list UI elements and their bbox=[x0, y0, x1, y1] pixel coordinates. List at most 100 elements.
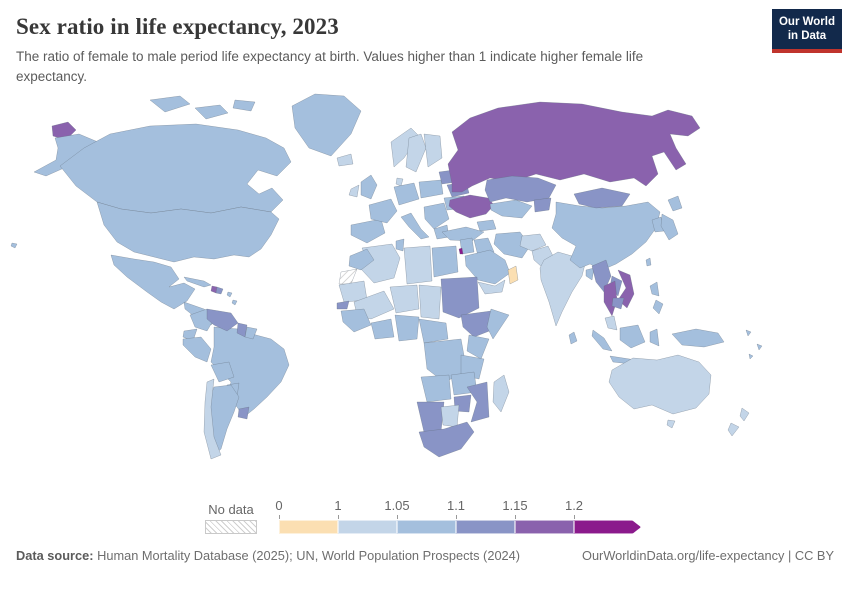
region-somalia[interactable] bbox=[486, 308, 510, 340]
legend-swatch-1.15-1.2[interactable] bbox=[515, 520, 574, 535]
region-sweden[interactable] bbox=[405, 133, 427, 173]
region-senegal[interactable] bbox=[336, 300, 350, 310]
region-finland[interactable] bbox=[423, 133, 443, 168]
no-data-swatch[interactable] bbox=[205, 520, 257, 535]
region-japan[interactable] bbox=[667, 195, 683, 212]
region-philippines[interactable] bbox=[652, 299, 664, 315]
region-turkey[interactable] bbox=[441, 226, 485, 242]
region-niger[interactable] bbox=[389, 284, 420, 314]
region-uk[interactable] bbox=[360, 174, 378, 200]
region-morocco[interactable] bbox=[348, 248, 375, 271]
region-namibia[interactable] bbox=[416, 401, 445, 433]
legend-swatch-1.05-1.1[interactable] bbox=[397, 520, 456, 535]
region-new-zealand[interactable] bbox=[727, 422, 740, 437]
region-ghana-benin[interactable] bbox=[370, 318, 395, 340]
region-western-sahara[interactable] bbox=[338, 268, 358, 285]
region-central-asia[interactable] bbox=[489, 199, 533, 219]
region-afghanistan[interactable] bbox=[519, 233, 547, 252]
region-cuba[interactable] bbox=[183, 276, 212, 288]
region-new-guinea[interactable] bbox=[671, 328, 725, 348]
region-arctic-islands[interactable] bbox=[194, 104, 229, 120]
region-uruguay[interactable] bbox=[237, 406, 250, 420]
region-cambodia[interactable] bbox=[611, 297, 625, 310]
region-iceland[interactable] bbox=[336, 153, 354, 167]
region-ukraine[interactable] bbox=[448, 194, 495, 219]
region-chad[interactable] bbox=[418, 284, 442, 320]
region-libya[interactable] bbox=[403, 245, 433, 285]
region-ireland[interactable] bbox=[348, 184, 360, 198]
legend-swatch-0-1[interactable] bbox=[279, 520, 338, 535]
region-mongolia[interactable] bbox=[573, 187, 631, 209]
region-taiwan[interactable] bbox=[645, 257, 652, 267]
region-saudi-arabia[interactable] bbox=[464, 249, 511, 285]
region-china[interactable] bbox=[551, 201, 661, 271]
region-usa[interactable] bbox=[96, 201, 280, 263]
region-france[interactable] bbox=[368, 198, 398, 224]
region-new-zealand[interactable] bbox=[739, 407, 750, 422]
region-indonesia[interactable] bbox=[591, 329, 613, 352]
region-tasmania[interactable] bbox=[666, 419, 676, 429]
region-sudan[interactable] bbox=[440, 276, 480, 319]
region-peru[interactable] bbox=[182, 336, 212, 363]
region-hawaii[interactable] bbox=[10, 242, 18, 249]
region-tunisia[interactable] bbox=[395, 238, 405, 252]
region-bolivia[interactable] bbox=[210, 361, 235, 383]
region-myanmar[interactable] bbox=[591, 259, 612, 293]
region-mozambique[interactable] bbox=[466, 381, 490, 423]
region-ethiopia[interactable] bbox=[460, 310, 498, 338]
region-thailand[interactable] bbox=[603, 280, 618, 317]
region-iran[interactable] bbox=[493, 231, 531, 259]
region-oman[interactable] bbox=[507, 265, 519, 285]
region-venezuela[interactable] bbox=[206, 308, 239, 332]
region-caucasus[interactable] bbox=[476, 219, 497, 232]
legend-swatch-1.2-plus[interactable] bbox=[574, 520, 641, 534]
region-japan[interactable] bbox=[660, 213, 679, 241]
owid-logo[interactable]: Our World in Data bbox=[771, 9, 842, 53]
region-cameroon-car[interactable] bbox=[418, 318, 449, 344]
region-arctic-islands[interactable] bbox=[232, 99, 256, 112]
region-arctic-islands[interactable] bbox=[149, 95, 191, 113]
region-pacific-islands[interactable] bbox=[756, 343, 763, 351]
region-india[interactable] bbox=[539, 251, 587, 327]
region-kazakhstan[interactable] bbox=[484, 175, 557, 203]
region-nigeria[interactable] bbox=[394, 314, 420, 342]
owid-link[interactable]: OurWorldinData.org/life-expectancy | CC … bbox=[581, 548, 834, 564]
region-italy[interactable] bbox=[400, 212, 430, 240]
legend-swatch-1.1-1.15[interactable] bbox=[456, 520, 515, 535]
region-australia[interactable] bbox=[608, 354, 712, 415]
region-antilles[interactable] bbox=[231, 299, 238, 306]
region-pacific-islands[interactable] bbox=[748, 353, 754, 360]
region-poland[interactable] bbox=[418, 179, 444, 199]
region-canada[interactable] bbox=[59, 123, 292, 214]
region-balkans[interactable] bbox=[423, 202, 450, 230]
region-egypt[interactable] bbox=[431, 245, 459, 278]
region-yemen[interactable] bbox=[477, 279, 506, 295]
region-suriname[interactable] bbox=[244, 326, 258, 340]
region-sri-lanka[interactable] bbox=[568, 331, 578, 345]
region-greenland[interactable] bbox=[291, 93, 362, 157]
region-botswana[interactable] bbox=[440, 404, 460, 428]
region-denmark[interactable] bbox=[395, 177, 404, 187]
region-indonesia[interactable] bbox=[649, 328, 660, 347]
legend-tick bbox=[338, 515, 339, 520]
region-madagascar[interactable] bbox=[492, 374, 510, 413]
region-kyrgyzstan-tajikistan[interactable] bbox=[533, 197, 552, 213]
region-philippines[interactable] bbox=[649, 281, 660, 297]
region-chile[interactable] bbox=[203, 378, 222, 460]
region-russia[interactable] bbox=[447, 101, 701, 193]
legend-swatch-1-1.05[interactable] bbox=[338, 520, 397, 535]
region-iberia[interactable] bbox=[350, 218, 386, 244]
region-palestine[interactable] bbox=[458, 247, 464, 255]
region-bangladesh[interactable] bbox=[585, 267, 595, 281]
region-central-europe[interactable] bbox=[393, 182, 420, 206]
region-dominican-republic[interactable] bbox=[215, 286, 224, 295]
region-west-africa[interactable] bbox=[340, 308, 372, 333]
region-pacific-islands[interactable] bbox=[745, 329, 752, 337]
region-malaysia[interactable] bbox=[604, 315, 618, 331]
region-antilles[interactable] bbox=[226, 291, 233, 298]
region-kenya[interactable] bbox=[466, 334, 490, 360]
region-mexico[interactable] bbox=[110, 254, 196, 310]
region-indonesia[interactable] bbox=[619, 324, 646, 349]
region-angola[interactable] bbox=[420, 374, 452, 403]
region-south-africa[interactable] bbox=[418, 421, 475, 458]
